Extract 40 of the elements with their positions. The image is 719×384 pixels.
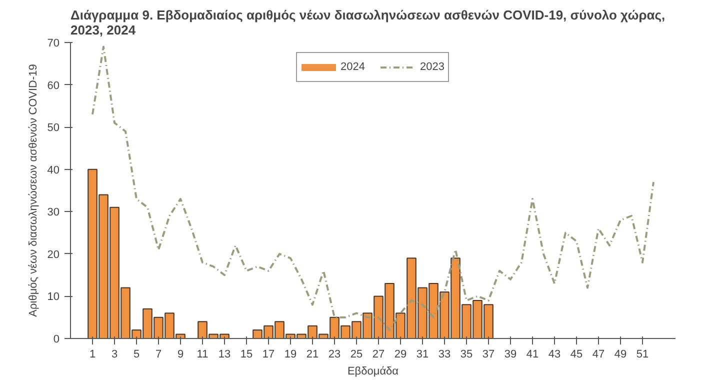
- chart-title: Διάγραμμα 9. Εβδομαδιαίος αριθμός νέων διασωληνώσεων ασθενών COVID-19, σύνολο χώρας, 2023, 2024: [70, 8, 666, 38]
- y-axis-title: Αριθμός νέων διασωληνώσεων ασθενών COVID-19: [27, 64, 40, 317]
- x-tick-label: 5: [133, 348, 140, 360]
- y-tick-label: 40: [47, 164, 60, 176]
- x-tick-label: 19: [284, 348, 297, 360]
- y-tick-label: 30: [47, 206, 60, 219]
- x-tick-label: 7: [155, 348, 162, 360]
- x-tick-label: 33: [438, 348, 451, 360]
- x-tick-label: 51: [636, 348, 649, 360]
- x-tick-label: 37: [482, 348, 495, 360]
- x-tick-label: 41: [526, 348, 539, 360]
- legend-label: 2024: [340, 61, 365, 73]
- y-tick-label: 10: [47, 291, 60, 304]
- x-tick-label: 43: [548, 348, 561, 360]
- x-tick-label: 35: [460, 348, 473, 360]
- x-tick-label: 29: [394, 348, 407, 360]
- x-tick-label: 31: [416, 348, 429, 360]
- line-series: [92, 46, 654, 332]
- x-tick-label: 9: [177, 348, 184, 360]
- y-tick-label: 50: [47, 122, 60, 134]
- y-tick-label: 0: [53, 334, 60, 346]
- x-tick-label: 13: [218, 348, 231, 360]
- x-tick-label: 47: [592, 348, 605, 360]
- x-tick-label: 11: [196, 348, 208, 360]
- x-tick-label: 15: [240, 348, 253, 360]
- x-tick-label: 3: [111, 348, 118, 360]
- x-tick-label: 17: [262, 348, 275, 360]
- y-tick-label: 60: [47, 80, 60, 92]
- x-tick-label: 25: [350, 348, 363, 360]
- x-tick-label: 39: [504, 348, 517, 360]
- x-tick-label: 27: [372, 348, 385, 360]
- x-tick-label: 21: [306, 348, 319, 360]
- legend-label: 2023: [420, 61, 444, 73]
- y-tick-label: 70: [47, 38, 60, 50]
- x-tick-label: 1: [89, 348, 96, 360]
- x-tick-label: 45: [570, 348, 583, 360]
- x-tick-label: 23: [328, 348, 341, 360]
- x-tick-label: 49: [614, 348, 627, 360]
- x-axis-title: Εβδομάδα: [347, 366, 400, 378]
- y-tick-label: 20: [47, 248, 60, 261]
